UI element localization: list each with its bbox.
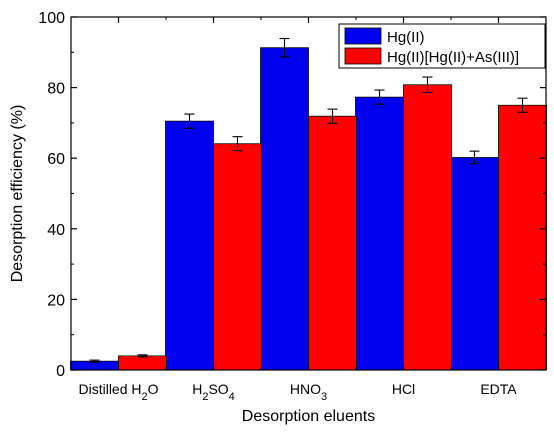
y-axis-label: Desorption efficiency (%) — [9, 105, 26, 283]
bar-hg-4 — [450, 157, 499, 371]
legend-swatch-1 — [344, 47, 382, 65]
x-tick-label: Distilled H2O — [78, 381, 158, 403]
x-tick-label-part: HCl — [392, 381, 415, 397]
legend-label-0: Hg(II) — [387, 29, 425, 46]
bar-hg-1 — [165, 120, 214, 371]
x-tick-label-subscript: 2 — [142, 391, 148, 403]
y-tick-label: 20 — [47, 292, 65, 309]
y-tick-label: 40 — [47, 222, 65, 239]
y-tick-label: 100 — [38, 10, 65, 27]
legend-label-1: Hg(II)[Hg(II)+As(III)] — [387, 49, 519, 66]
y-tick-label: 80 — [47, 81, 65, 98]
y-tick-label: 60 — [47, 151, 65, 168]
x-tick-label: EDTA — [480, 381, 517, 397]
x-tick-label-part: O — [148, 381, 159, 397]
bar-hg-mixed-2 — [308, 115, 357, 371]
x-tick-label-subscript: 3 — [321, 391, 327, 403]
x-tick-label-part: H — [192, 381, 202, 397]
x-tick-label-subscript: 2 — [202, 391, 208, 403]
x-tick-label: H2SO4 — [192, 381, 235, 403]
x-tick-label-part: Distilled H — [78, 381, 141, 397]
x-tick-label-subscript: 4 — [229, 391, 235, 403]
bar-hg-mixed-3 — [403, 84, 452, 371]
x-tick-label: HCl — [392, 381, 415, 397]
y-tick-label: 0 — [56, 363, 65, 380]
x-axis-label: Desorption eluents — [242, 408, 375, 425]
bar-hg-2 — [260, 47, 309, 371]
x-tick-label-part: SO — [208, 381, 228, 397]
legend: Hg(II) Hg(II)[Hg(II)+As(III)] — [338, 23, 546, 69]
bar-hg-mixed-0 — [118, 355, 167, 371]
x-tick-label-part: HNO — [290, 381, 321, 397]
legend-swatch-0 — [344, 27, 382, 45]
x-tick-label-part: EDTA — [480, 381, 517, 397]
x-axis: Distilled H2O H2SO4 HNO3 HCl EDTA — [78, 17, 517, 403]
y-axis: 0 20 40 60 80 100 — [38, 10, 546, 380]
bar-hg-mixed-1 — [213, 143, 262, 371]
bar-hg-mixed-4 — [498, 104, 547, 371]
error-bar-group — [89, 37, 528, 363]
bar-group — [70, 47, 547, 371]
x-tick-label: HNO3 — [290, 381, 327, 403]
bar-hg-3 — [355, 96, 404, 371]
